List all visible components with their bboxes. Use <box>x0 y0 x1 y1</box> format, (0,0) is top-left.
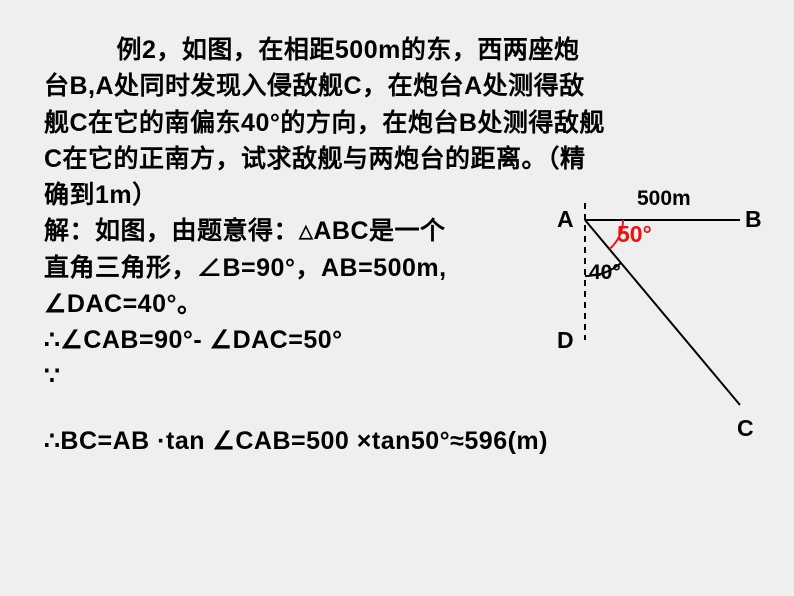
problem-line-2: 台B,A处同时发现入侵敌舰C，在炮台A处测得敌 <box>44 68 754 104</box>
triangle-symbol: △ <box>299 221 313 241</box>
point-D: D <box>557 327 574 354</box>
angle-40: 40° <box>589 261 621 285</box>
distance-label: 500m <box>637 187 691 211</box>
problem-line-1: 例2，如图，在相距500m的东，西两座炮 <box>44 32 754 68</box>
sol-l1-pre: 解：如图，由题意得： <box>44 217 299 245</box>
problem-line-4: C在它的正南方，试求敌舰与两炮台的距离。（精 <box>44 141 754 177</box>
geometry-diagram: A B C D 500m 50° 40° <box>535 195 765 475</box>
point-B: B <box>745 206 762 233</box>
point-C: C <box>737 415 754 442</box>
angle-50: 50° <box>617 221 652 248</box>
sol-l1-post: ABC是一个 <box>313 217 445 245</box>
point-A: A <box>557 206 574 233</box>
problem-line-3: 舰C在它的南偏东40°的方向，在炮台B处测得敌舰 <box>44 105 754 141</box>
